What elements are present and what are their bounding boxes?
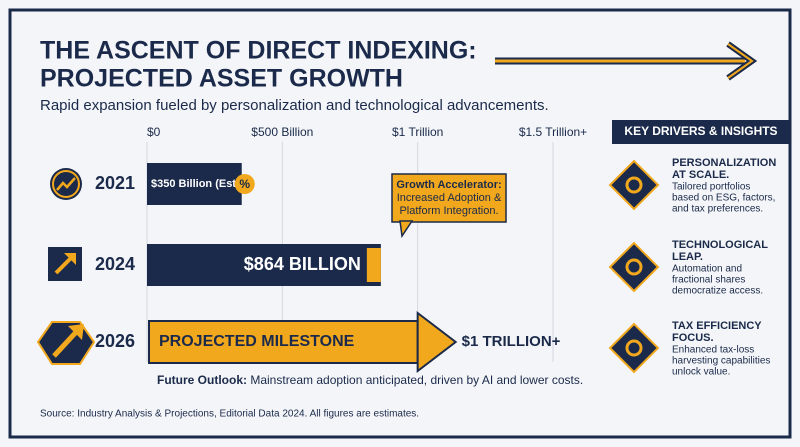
bar: [147, 163, 242, 205]
driver-heading: PERSONALIZATION: [672, 157, 776, 169]
callout-box: [391, 173, 507, 223]
header-arrow: [495, 41, 758, 81]
x-tick-label: $0: [147, 125, 161, 139]
driver-heading: AT SCALE.: [672, 169, 729, 181]
driver-heading: TAX EFFICIENCY: [672, 320, 762, 332]
title-line: PROJECTED ASSET GROWTH: [40, 65, 403, 93]
callout-pointer: [399, 220, 414, 239]
driver-text: Enhanced tax-loss: [672, 345, 754, 356]
outlook-label: Future Outlook:: [157, 373, 247, 387]
callout-text: Increased Adoption &: [397, 192, 502, 204]
driver-text: based on ESG, factors,: [672, 193, 775, 204]
category-label: 2024: [95, 254, 135, 274]
milestone-label: PROJECTED MILESTONE: [159, 333, 355, 350]
driver-icon-mark: [625, 176, 643, 194]
x-tick-label: $1.5 Trillion+: [519, 125, 587, 139]
x-tick-label: $500 Billion: [251, 125, 313, 139]
driver-text: harvesting capabilities: [672, 356, 770, 367]
value-label: $864 BILLION: [244, 254, 361, 274]
callout-text: Platform Integration.: [399, 205, 498, 217]
callout-text: Growth Accelerator:: [396, 179, 501, 191]
badge: [234, 174, 255, 194]
drivers-title: KEY DRIVERS & INSIGHTS: [624, 124, 777, 138]
row-icon: [36, 321, 96, 365]
title-line: THE ASCENT OF DIRECT INDEXING:: [40, 37, 477, 65]
bar: [148, 320, 419, 364]
outlook: Future Outlook: Mainstream adoption anti…: [157, 373, 583, 387]
value-label: $1 TRILLION+: [462, 333, 561, 350]
driver-text: fractional shares: [672, 275, 745, 286]
driver-icon: [608, 241, 660, 293]
driver-text: Automation and: [672, 264, 742, 275]
category-label: 2026: [95, 331, 135, 351]
row-icon: [50, 168, 82, 200]
bar-arrowhead: [416, 310, 458, 374]
driver-heading: TECHNOLOGICAL: [672, 239, 768, 251]
row-icon: [48, 247, 82, 281]
subtitle: Rapid expansion fueled by personalizatio…: [40, 97, 549, 114]
source: Source: Industry Analysis & Projections,…: [40, 409, 419, 420]
driver-icon-mark: [625, 339, 643, 357]
driver-icon: [608, 159, 660, 211]
badge-text: %: [239, 177, 250, 191]
outlook-text: Mainstream adoption anticipated, driven …: [250, 373, 583, 387]
driver-heading: LEAP.: [672, 251, 703, 263]
driver-text: democratize access.: [672, 286, 763, 297]
x-tick-label: $1 Trillion: [392, 125, 443, 139]
driver-heading: FOCUS.: [672, 332, 714, 344]
bar: [147, 244, 381, 286]
value-label: $350 Billion (Est.): [151, 178, 243, 190]
driver-text: Tailored portfolios: [672, 182, 750, 193]
driver-text: unlock value.: [672, 367, 730, 378]
frame: [8, 8, 792, 439]
bar-glow: [366, 248, 381, 282]
driver-icon: [608, 322, 660, 374]
driver-text: and tax preferences.: [672, 204, 763, 215]
driver-icon-mark: [625, 258, 643, 276]
category-label: 2021: [95, 173, 135, 193]
drivers-header: [612, 120, 790, 144]
